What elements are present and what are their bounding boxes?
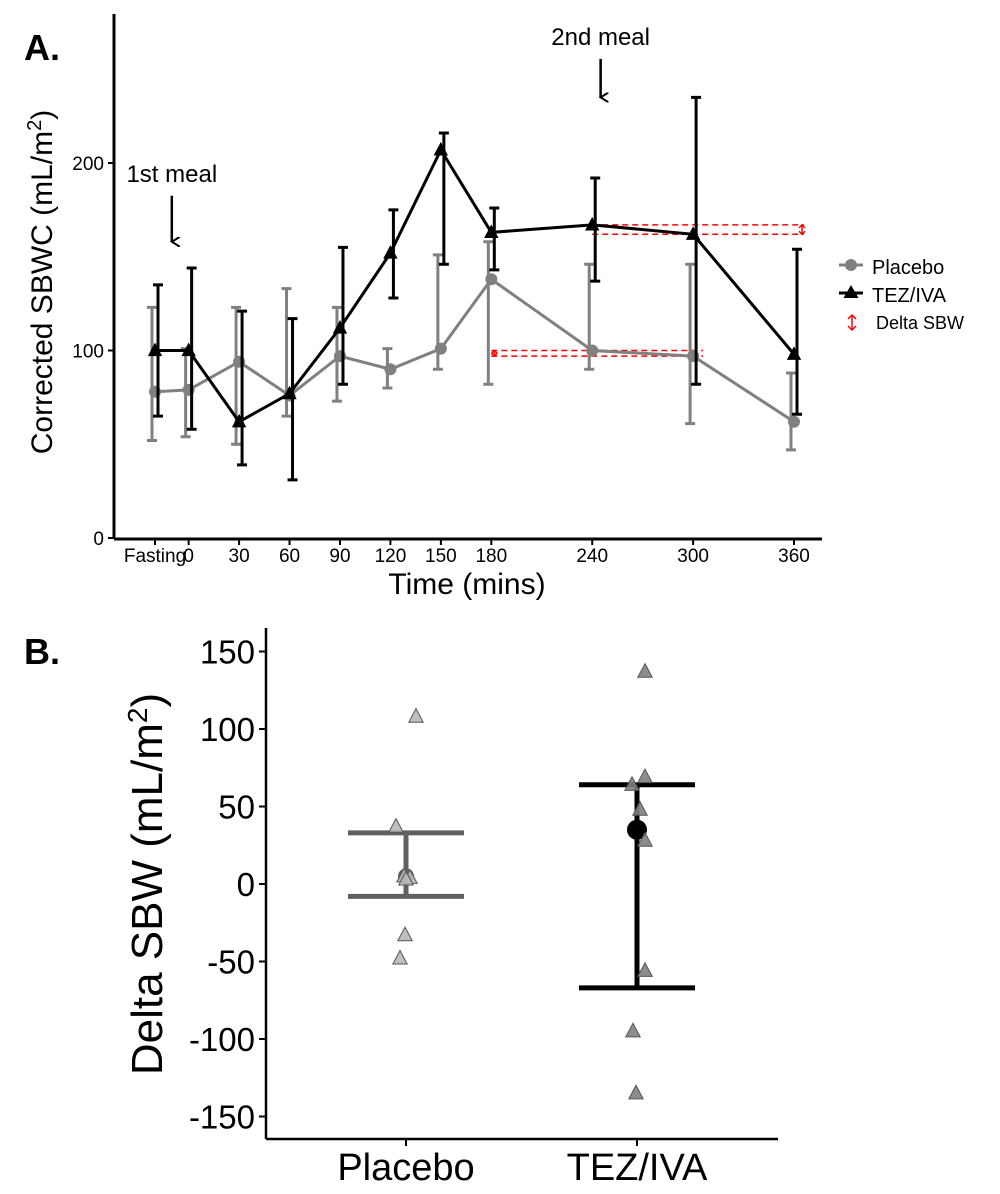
panel-b-x-tick-label: TEZ/IVA xyxy=(567,1147,708,1189)
placebo-point xyxy=(586,344,599,357)
panel-a-x-tick-label: 120 xyxy=(375,546,407,567)
series-tez-iva xyxy=(147,95,802,482)
panel-b-label: B. xyxy=(24,631,60,672)
legend-delta-label: Delta SBW xyxy=(876,313,964,333)
panel-b-y-tick-label: -100 xyxy=(189,1021,255,1058)
panel-a-x-tick-label: 30 xyxy=(229,546,250,567)
panel-b-y-tick-label: 50 xyxy=(218,789,255,826)
tez-iva-point xyxy=(484,224,499,238)
tez-iva-point xyxy=(282,385,297,400)
panel-b-y-tick-label: -150 xyxy=(189,1099,255,1136)
tez-iva-individual-point xyxy=(624,1022,642,1038)
tez-iva-individual-point xyxy=(636,961,654,977)
placebo-point xyxy=(485,273,498,286)
summary-placebo xyxy=(348,830,464,899)
panel-b: B. 150 100 50 0 -50 -100 -150 Placebo TEZ/IVA D… xyxy=(24,628,778,1189)
panel-a-y-tick-label: 0 xyxy=(93,529,104,550)
panel-b-x-tick-label: Placebo xyxy=(337,1147,474,1189)
legend-tez-marker xyxy=(843,285,859,298)
legend-item-tez-iva: TEZ/IVA xyxy=(839,285,947,307)
panel-a-x-tick-label: 240 xyxy=(576,546,608,567)
tez-iva-point xyxy=(786,346,802,360)
panel-a-x-tick-label: 0 xyxy=(183,546,194,567)
legend-placebo-marker xyxy=(845,259,857,271)
tez-iva-point xyxy=(383,245,398,259)
panel-b-y-axis-title: Delta SBW (mL/m2) xyxy=(122,693,173,1075)
panel-b-y-tick-label: 0 xyxy=(237,866,255,903)
placebo-individual-point xyxy=(391,949,409,965)
tez-iva-point xyxy=(685,226,701,240)
panel-b-y-axis-title-end: ) xyxy=(123,693,172,708)
tez-iva-mean-point xyxy=(627,819,647,840)
panel-b-y-axis-title-main: Delta SBW (mL/m xyxy=(123,723,172,1075)
tez-iva-point xyxy=(332,320,348,334)
legend-item-placebo: Placebo xyxy=(839,257,944,279)
panel-a-x-axis-title: Time (mins) xyxy=(388,568,545,601)
legend-tez-label: TEZ/IVA xyxy=(872,285,947,307)
panel-a-x-tick-label: Fasting xyxy=(124,546,186,567)
panel-a-x-tick-label: 180 xyxy=(475,546,507,567)
panel-a-y-axis-title-main: Corrected SBWC (mL/m xyxy=(26,131,59,454)
legend-delta-icon xyxy=(847,313,857,332)
tez-iva-point xyxy=(231,413,247,428)
panel-a-x-tick-label: 300 xyxy=(677,546,709,567)
panel-a-x-tick-label: 360 xyxy=(778,546,810,567)
meal-annotation-label: 2nd meal xyxy=(551,24,650,51)
panel-a-y-tick-label: 100 xyxy=(72,342,104,363)
placebo-line xyxy=(154,277,795,424)
placebo-point xyxy=(788,415,800,428)
tez-iva-line xyxy=(155,146,796,424)
panel-b-y-axis-title-sup: 2 xyxy=(122,708,153,724)
panel-b-y-tick-label: 100 xyxy=(200,711,255,748)
placebo-individual-point xyxy=(387,817,405,833)
summary-tez-iva xyxy=(579,782,695,991)
placebo-point xyxy=(434,342,447,355)
panel-a-y-axis-title-end: ) xyxy=(26,110,59,120)
placebo-individual-point xyxy=(407,707,425,723)
tez-iva-individual-point xyxy=(627,1084,645,1100)
tez-iva-individual-point xyxy=(623,775,641,791)
delta-sbw-double-arrow xyxy=(490,349,498,358)
tez-iva-point xyxy=(147,342,163,357)
tez-iva-individual-point xyxy=(636,662,654,678)
panel-a-axes xyxy=(112,14,822,541)
panel-a-y-tick-label: 200 xyxy=(72,154,104,175)
tez-iva-point xyxy=(585,216,600,231)
panel-a-x-tick-label: 90 xyxy=(329,546,350,567)
placebo-point xyxy=(384,363,397,376)
meal-annotation-label: 1st meal xyxy=(126,161,217,188)
panel-b-y-tick-label: -50 xyxy=(207,944,255,981)
legend-placebo-label: Placebo xyxy=(872,257,944,279)
placebo-individual-point xyxy=(396,926,414,942)
panel-a-label: A. xyxy=(24,27,60,68)
tez-iva-point xyxy=(181,342,196,357)
tez-iva-individual-point xyxy=(636,767,654,784)
placebo-individual-point xyxy=(397,870,415,886)
panel-a-y-axis-title: Corrected SBWC (mL/m2) xyxy=(24,110,59,455)
panel-a-x-tick-label: 150 xyxy=(425,546,457,567)
tez-iva-individual-point xyxy=(636,831,654,847)
panel-b-y-tick-label: 150 xyxy=(200,634,255,671)
delta-sbw-double-arrow xyxy=(798,223,806,236)
tez-iva-individual-point xyxy=(631,800,649,816)
panel-a-legend: Placebo TEZ/IVA Delta SBW xyxy=(839,257,964,333)
panel-a-y-axis-title-sup: 2 xyxy=(24,120,46,131)
legend-item-delta-sbw: Delta SBW xyxy=(847,313,964,333)
panel-a-x-tick-label: 60 xyxy=(279,546,300,567)
tez-iva-point xyxy=(433,141,449,156)
